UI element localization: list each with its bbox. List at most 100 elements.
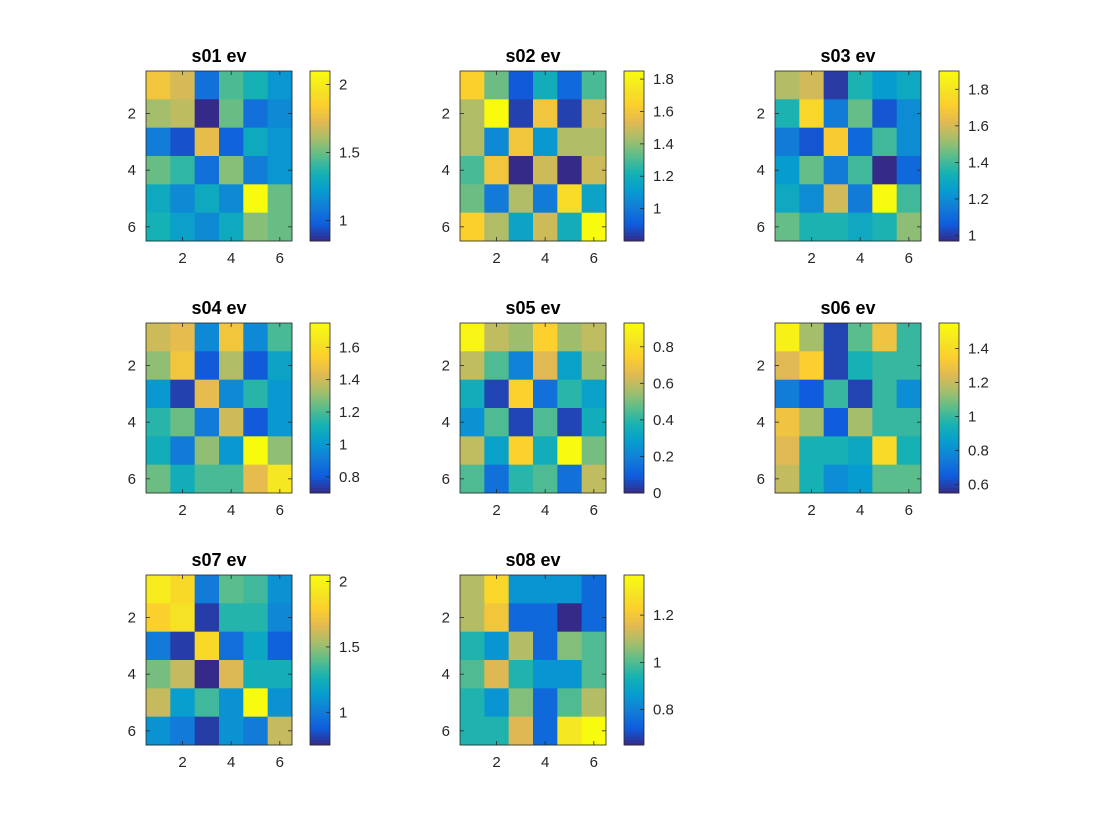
colorbar-segment (624, 622, 644, 626)
heatmap-cell (896, 127, 922, 157)
colorbar-segment (939, 116, 959, 120)
colorbar-segment (624, 336, 644, 340)
colorbar-segment (624, 97, 644, 101)
colorbar-segment (310, 225, 330, 229)
colorbar-segment (939, 482, 959, 486)
colorbar-segment (310, 86, 330, 90)
heatmap-cell (460, 127, 485, 157)
heatmap-cell (484, 351, 510, 381)
heatmap-cell (146, 603, 171, 633)
colorbar-segment (939, 352, 959, 356)
heatmap-cell (267, 688, 293, 718)
colorbar-segment (310, 386, 330, 390)
colorbar-segment (624, 694, 644, 698)
colorbar-tick-label: 1 (653, 201, 661, 218)
colorbar-segment (624, 166, 644, 170)
colorbar-segment (624, 203, 644, 207)
colorbar-segment (624, 94, 644, 98)
colorbar-segment (310, 169, 330, 173)
heatmap-cell (170, 464, 196, 494)
colorbar-segment (624, 71, 644, 75)
colorbar-segment (310, 726, 330, 730)
heatmap-cell (146, 99, 171, 129)
colorbar-segment (624, 354, 644, 358)
subplot-title: s06 ev (820, 298, 875, 318)
colorbar-segment (624, 328, 644, 332)
heatmap-cell (194, 351, 220, 381)
colorbar-segment (624, 620, 644, 624)
colorbar-segment (939, 174, 959, 178)
colorbar-segment (310, 593, 330, 597)
heatmap-cell (557, 99, 583, 129)
colorbar-segment (939, 458, 959, 462)
colorbar-segment (939, 145, 959, 149)
y-tick-label: 4 (128, 414, 136, 431)
colorbar-segment (939, 156, 959, 160)
y-tick-label: 4 (442, 666, 450, 683)
heatmap-cell (823, 184, 849, 214)
heatmap-cell (508, 379, 534, 409)
colorbar-segment (624, 683, 644, 687)
colorbar-tick-label: 1.4 (968, 341, 989, 358)
colorbar-segment (939, 225, 959, 229)
heatmap-cell (872, 408, 898, 437)
heatmap-cell (460, 716, 485, 746)
colorbar-segment (310, 636, 330, 640)
colorbar-segment (310, 118, 330, 122)
heatmap-cell (799, 156, 825, 185)
colorbar-segment (624, 73, 644, 77)
y-tick-label: 4 (757, 162, 765, 179)
colorbar-tick-label: 1.4 (968, 154, 989, 171)
colorbar-segment (310, 108, 330, 112)
colorbar-segment (624, 418, 644, 422)
heatmap-cell (533, 436, 558, 466)
colorbar-segment (939, 206, 959, 210)
colorbar-tick-label: 1.6 (968, 118, 989, 135)
colorbar-segment (310, 742, 330, 746)
colorbar-segment (310, 153, 330, 157)
colorbar-segment (624, 437, 644, 441)
colorbar-segment (939, 421, 959, 425)
colorbar-segment (310, 381, 330, 385)
subplot-6: s06 ev 2 4 6 2 4 6 0.6 0.8 1 1.2 1.4 (757, 298, 989, 519)
heatmap-cell (557, 323, 583, 352)
colorbar-segment (939, 413, 959, 417)
colorbar-segment (939, 381, 959, 385)
colorbar-segment (624, 137, 644, 141)
heatmap-cell (194, 436, 220, 466)
colorbar-segment (624, 161, 644, 165)
heatmap-cell (533, 212, 558, 242)
heatmap-cell (581, 436, 607, 466)
colorbar-segment (310, 158, 330, 162)
y-tick-label: 2 (128, 106, 136, 123)
colorbar-segment (939, 341, 959, 345)
colorbar-segment (624, 598, 644, 602)
colorbar-segment (624, 209, 644, 213)
colorbar-segment (624, 593, 644, 597)
heatmap-cell (508, 323, 534, 352)
colorbar-segment (624, 362, 644, 366)
heatmap-cell (460, 323, 485, 352)
colorbar-segment (310, 341, 330, 345)
heatmap-cell (460, 408, 485, 437)
colorbar-segment (624, 490, 644, 494)
heatmap-cell (533, 99, 558, 129)
x-tick-label: 4 (227, 754, 235, 771)
heatmap-cell (557, 603, 583, 633)
heatmap-cell (194, 184, 220, 214)
colorbar-segment (939, 357, 959, 361)
colorbar-segment (310, 614, 330, 618)
colorbar-segment (310, 76, 330, 80)
heatmap-cell (460, 156, 485, 185)
heatmap-cell (823, 99, 849, 129)
colorbar-segment (939, 423, 959, 427)
colorbar-segment (310, 94, 330, 98)
colorbar-segment (624, 338, 644, 342)
colorbar-segment (310, 217, 330, 221)
colorbar-segment (310, 705, 330, 709)
colorbar-segment (624, 158, 644, 162)
colorbar-segment (624, 667, 644, 672)
heatmap-cell (219, 212, 244, 242)
colorbar-segment (939, 360, 959, 364)
colorbar-segment (939, 330, 959, 335)
